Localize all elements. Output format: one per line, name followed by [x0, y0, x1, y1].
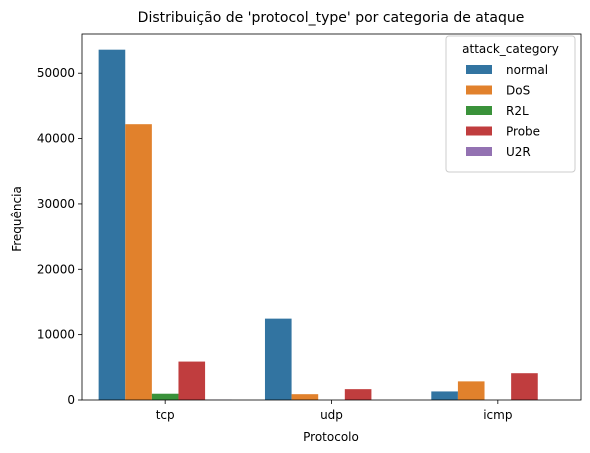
y-tick-label: 50000	[37, 66, 75, 80]
x-axis: tcp udp icmp	[156, 400, 512, 422]
legend-swatch-probe	[466, 126, 492, 136]
legend-swatch-r2l	[466, 106, 492, 115]
legend-swatch-dos	[466, 85, 492, 95]
bar-udp-probe	[344, 389, 372, 400]
bar-tcp-probe	[178, 361, 206, 400]
y-axis: 0 10000 20000 30000 40000 50000	[37, 66, 82, 407]
legend-label-r2l: R2L	[506, 104, 529, 118]
legend-label-u2r: U2R	[506, 145, 531, 159]
legend-label-probe: Probe	[506, 125, 540, 139]
y-tick-label: 40000	[37, 132, 75, 146]
y-tick-label: 0	[67, 393, 75, 407]
x-axis-label: Protocolo	[303, 430, 359, 444]
bar-icmp-normal	[431, 391, 458, 400]
legend-swatch-u2r	[466, 147, 492, 156]
y-tick-label: 10000	[37, 328, 75, 342]
bars-group	[98, 49, 538, 400]
legend-swatch-normal	[466, 65, 492, 74]
x-tick-label: tcp	[156, 408, 175, 422]
legend-title: attack_category	[462, 42, 559, 56]
y-axis-label: Frequência	[10, 186, 24, 252]
legend-label-normal: normal	[506, 63, 548, 77]
y-tick-label: 30000	[37, 197, 75, 211]
bar-udp-dos	[291, 394, 319, 400]
bar-tcp-r2l	[151, 393, 179, 400]
x-tick-label: icmp	[483, 408, 512, 422]
bar-icmp-probe	[511, 373, 538, 400]
bar-icmp-dos	[457, 381, 485, 400]
bar-udp-normal	[264, 318, 292, 400]
y-tick-label: 20000	[37, 262, 75, 276]
bar-tcp-normal	[98, 49, 126, 400]
chart-title: Distribuição de 'protocol_type' por cate…	[138, 10, 525, 26]
bar-tcp-dos	[125, 124, 152, 400]
x-tick-label: udp	[320, 408, 343, 422]
legend-label-dos: DoS	[506, 84, 530, 98]
